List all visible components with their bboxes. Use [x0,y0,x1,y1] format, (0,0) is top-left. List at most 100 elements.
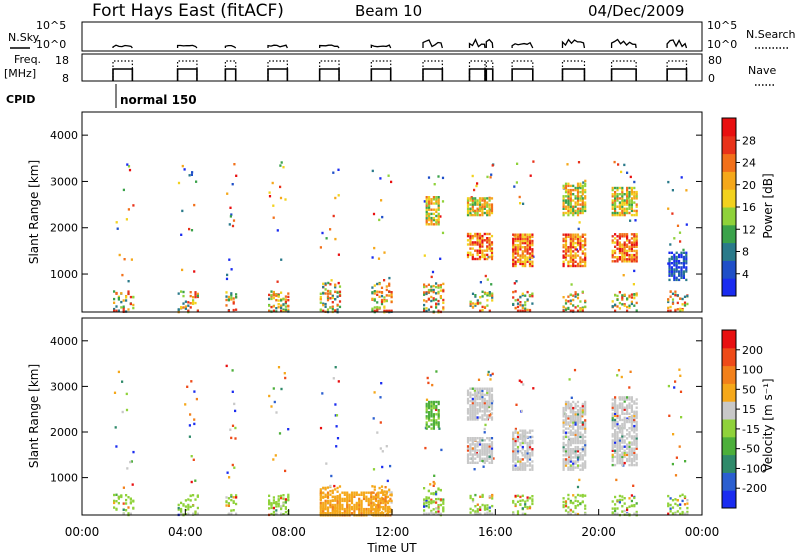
sparse-cell [378,218,381,222]
band-cell [471,234,474,238]
band-cell [572,460,575,463]
band-cell [574,195,577,198]
range-cell [679,297,682,300]
range-cell [184,307,187,310]
range-cell [390,499,393,503]
band-cell [382,505,385,509]
band-cell [621,427,624,430]
band-cell [524,466,527,469]
sparse-cell [629,175,632,179]
band-cell [584,239,587,243]
sparse-cell [128,168,132,172]
band-cell [341,505,344,509]
range-cell [481,493,484,497]
band-cell [466,418,470,421]
band-cell [572,452,575,455]
sparse-cell [190,455,193,458]
band-cell [516,452,520,455]
band-cell [576,201,580,204]
colorbar-swatch [722,118,736,137]
range-cell [180,512,183,515]
range-cell [388,488,391,491]
sparse-cell [667,180,670,184]
range-cell [531,500,534,503]
band-cell [370,497,373,501]
band-cell [430,402,433,406]
band-cell [521,439,524,443]
range-cell [272,290,275,294]
band-cell [389,507,392,511]
band-cell [437,202,440,205]
band-cell [621,186,624,190]
band-cell [476,416,479,419]
band-cell [628,435,631,438]
band-cell [486,249,489,252]
band-cell [490,389,494,392]
nave-trace-3 [267,60,288,81]
range-cell [282,494,285,497]
range-cell [373,488,376,491]
band-cell [564,402,568,406]
sparse-cell [325,462,328,465]
band-cell [521,262,524,266]
band-cell [490,441,494,444]
band-cell [331,499,334,503]
band-cell [564,195,568,198]
band-cell [521,254,524,257]
band-cell [576,417,580,420]
band-cell [486,257,489,261]
range-cell [569,302,572,305]
sparse-cell [431,270,435,274]
band-cell [623,420,626,424]
sparse-cell [577,227,580,231]
band-cell [471,205,474,208]
band-cell [564,250,568,253]
band-cell [576,400,580,404]
sparse-cell [233,163,236,166]
range-cell [376,307,379,311]
range-cell [115,292,118,295]
band-cell [528,239,532,243]
band-cell [329,501,332,505]
band-cell [614,410,617,413]
band-cell [579,435,582,439]
range-cell [180,509,183,512]
range-cell [621,510,624,513]
band-cell [336,505,339,509]
cpid-mode: normal 150 [120,93,197,107]
range-cell [584,299,587,303]
band-cell [329,503,332,507]
band-cell [432,415,435,418]
band-cell [633,239,636,242]
range-cell [486,299,489,302]
band-cell [574,233,577,236]
beam-title: Beam 10 [355,2,422,20]
band-cell [466,410,470,413]
band-cell [471,418,474,421]
band-cell [435,419,438,422]
band-cell [579,454,582,457]
band-cell [630,186,633,190]
range-cell [187,304,190,307]
sparse-cell [477,378,481,381]
range-cell [235,296,238,299]
band-cell [425,216,428,220]
sparse-cell [381,450,384,453]
band-cell [428,196,431,199]
band-cell [576,195,580,198]
band-cell [614,201,617,204]
band-cell [358,501,361,505]
band-cell [680,270,683,273]
band-cell [437,425,440,428]
band-cell [584,195,587,198]
range-cell [514,504,517,508]
range-cell [232,500,235,503]
band-cell [630,404,633,407]
band-cell [680,262,683,265]
band-cell [584,207,587,210]
band-cell [626,396,629,399]
band-cell [478,234,482,238]
freq-trace-12 [666,68,688,81]
band-cell [466,209,470,213]
band-cell [633,418,636,422]
